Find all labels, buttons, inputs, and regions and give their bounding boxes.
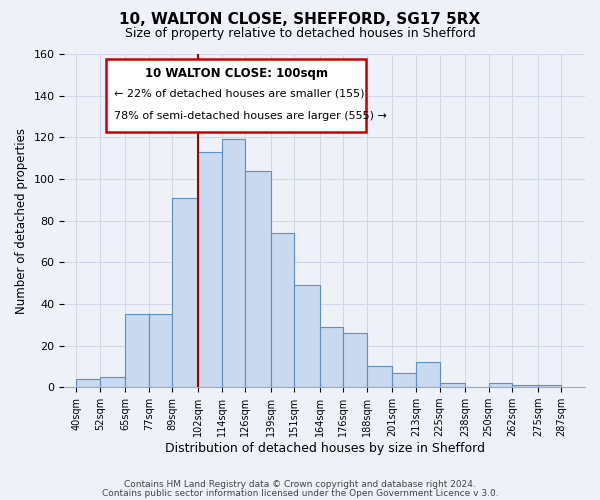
Bar xyxy=(245,170,271,387)
Bar xyxy=(392,372,416,387)
Bar xyxy=(76,379,100,387)
Bar xyxy=(149,314,172,387)
Bar xyxy=(440,383,465,387)
Text: Contains public sector information licensed under the Open Government Licence v : Contains public sector information licen… xyxy=(101,488,499,498)
X-axis label: Distribution of detached houses by size in Shefford: Distribution of detached houses by size … xyxy=(165,442,485,455)
Text: Contains HM Land Registry data © Crown copyright and database right 2024.: Contains HM Land Registry data © Crown c… xyxy=(124,480,476,489)
Bar xyxy=(172,198,198,387)
Bar xyxy=(367,366,392,387)
Bar xyxy=(416,362,440,387)
Bar xyxy=(512,385,538,387)
Bar xyxy=(271,233,294,387)
Bar xyxy=(198,152,221,387)
Bar xyxy=(320,327,343,387)
Text: Size of property relative to detached houses in Shefford: Size of property relative to detached ho… xyxy=(125,28,475,40)
Bar xyxy=(343,333,367,387)
Text: 10, WALTON CLOSE, SHEFFORD, SG17 5RX: 10, WALTON CLOSE, SHEFFORD, SG17 5RX xyxy=(119,12,481,28)
Text: 78% of semi-detached houses are larger (555) →: 78% of semi-detached houses are larger (… xyxy=(114,110,387,120)
Bar xyxy=(221,140,245,387)
Bar xyxy=(538,385,562,387)
Text: 10 WALTON CLOSE: 100sqm: 10 WALTON CLOSE: 100sqm xyxy=(145,68,328,80)
Text: ← 22% of detached houses are smaller (155): ← 22% of detached houses are smaller (15… xyxy=(114,89,364,99)
Bar xyxy=(100,377,125,387)
Bar xyxy=(125,314,149,387)
FancyBboxPatch shape xyxy=(106,59,367,132)
Bar xyxy=(294,285,320,387)
Bar xyxy=(489,383,512,387)
Y-axis label: Number of detached properties: Number of detached properties xyxy=(15,128,28,314)
